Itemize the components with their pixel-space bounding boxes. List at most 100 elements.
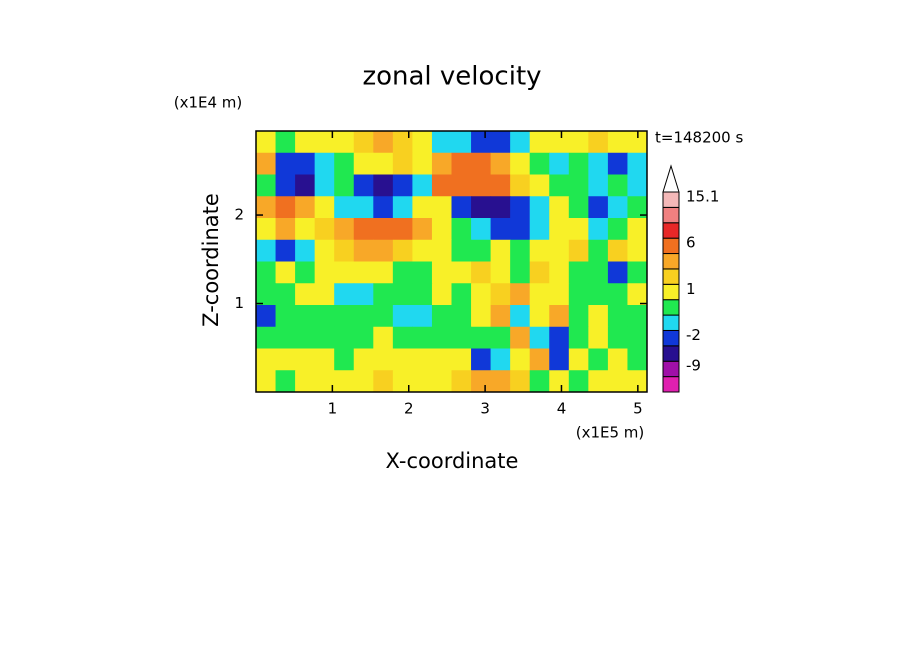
contour-cell xyxy=(588,305,609,328)
contour-cell xyxy=(412,131,433,154)
contour-cell xyxy=(568,348,589,371)
contour-cell xyxy=(607,305,628,328)
colorbar-label: 15.1 xyxy=(686,188,719,206)
contour-cell xyxy=(490,370,511,393)
contour-cell xyxy=(588,283,609,306)
contour-cell xyxy=(471,239,492,262)
contour-cell xyxy=(490,283,511,306)
contour-cell xyxy=(392,131,413,154)
contour-cell xyxy=(588,370,609,393)
contour-cell xyxy=(314,261,335,284)
contour-cell xyxy=(295,305,316,328)
contour-cell xyxy=(568,196,589,219)
contour-cell xyxy=(412,261,433,284)
contour-cell xyxy=(275,131,296,154)
contour-cell xyxy=(256,239,277,262)
contour-cell xyxy=(334,326,355,349)
contour-cell xyxy=(431,348,452,371)
contour-cell xyxy=(431,261,452,284)
contour-cell xyxy=(314,131,335,154)
contour-cell xyxy=(529,131,550,154)
colorbar-band xyxy=(662,191,680,208)
contour-cell xyxy=(373,370,394,393)
contour-cell xyxy=(256,305,277,328)
contour-cell xyxy=(607,348,628,371)
contour-cell xyxy=(529,370,550,393)
contour-cell xyxy=(510,218,531,241)
contour-cell xyxy=(529,196,550,219)
contour-cell xyxy=(490,239,511,262)
contour-cell xyxy=(431,326,452,349)
contour-cell xyxy=(588,261,609,284)
contour-cell xyxy=(353,218,374,241)
contour-cell xyxy=(334,283,355,306)
contour-cell xyxy=(275,305,296,328)
contour-cell xyxy=(334,152,355,175)
colorbar-label: 1 xyxy=(686,280,696,298)
contour-cell xyxy=(568,283,589,306)
contour-cell xyxy=(510,326,531,349)
x-tick-label: 2 xyxy=(404,400,414,418)
contour-cell xyxy=(627,261,648,284)
contour-cell xyxy=(451,305,472,328)
contour-cell xyxy=(295,131,316,154)
contour-cell xyxy=(392,174,413,197)
contour-cell xyxy=(431,283,452,306)
contour-cell xyxy=(607,174,628,197)
contour-cell xyxy=(510,239,531,262)
contour-cell xyxy=(568,218,589,241)
contour-cell xyxy=(627,196,648,219)
contour-cell xyxy=(431,131,452,154)
contour-cell xyxy=(510,370,531,393)
contour-cell xyxy=(275,326,296,349)
contour-cell xyxy=(568,239,589,262)
contour-cell xyxy=(451,196,472,219)
contour-cell xyxy=(451,174,472,197)
contour-cell xyxy=(295,261,316,284)
colorbar-band xyxy=(662,283,680,301)
y-axis-title: Z-coordinate xyxy=(199,193,223,327)
contour-cell xyxy=(529,218,550,241)
contour-cell xyxy=(510,131,531,154)
contour-cell xyxy=(431,174,452,197)
contour-cell xyxy=(412,239,433,262)
colorbar-band xyxy=(662,253,680,270)
contour-cell xyxy=(627,239,648,262)
colorbar-label: -2 xyxy=(686,326,701,344)
plot-frame xyxy=(255,130,648,393)
colorbar-band xyxy=(662,360,680,378)
x-tick-label: 5 xyxy=(633,400,643,418)
colorbar-band xyxy=(662,376,680,393)
contour-cell xyxy=(607,218,628,241)
contour-cell xyxy=(373,239,394,262)
contour-cell xyxy=(275,174,296,197)
contour-cell xyxy=(568,152,589,175)
contour-cell xyxy=(471,152,492,175)
contour-cell xyxy=(549,196,570,219)
contour-cell xyxy=(451,326,472,349)
colorbar-band xyxy=(662,329,680,347)
contour-cell xyxy=(295,174,316,197)
contour-cell xyxy=(334,174,355,197)
contour-cell xyxy=(295,196,316,219)
contour-cell xyxy=(392,196,413,219)
contour-cell xyxy=(549,370,570,393)
contour-cell xyxy=(451,348,472,371)
contour-cell xyxy=(568,305,589,328)
contour-cell xyxy=(510,261,531,284)
contour-cell xyxy=(451,131,472,154)
contour-cell xyxy=(607,370,628,393)
colorbar-band xyxy=(662,345,680,362)
contour-cell xyxy=(529,348,550,371)
contour-cell xyxy=(549,152,570,175)
contour-cell xyxy=(627,218,648,241)
contour-cell xyxy=(295,348,316,371)
contour-cell xyxy=(431,152,452,175)
contour-cell xyxy=(256,196,277,219)
contour-cell xyxy=(471,370,492,393)
contour-cell xyxy=(373,348,394,371)
contour-cell xyxy=(412,196,433,219)
contour-cell xyxy=(607,261,628,284)
contour-cell xyxy=(314,326,335,349)
contour-cell xyxy=(353,261,374,284)
